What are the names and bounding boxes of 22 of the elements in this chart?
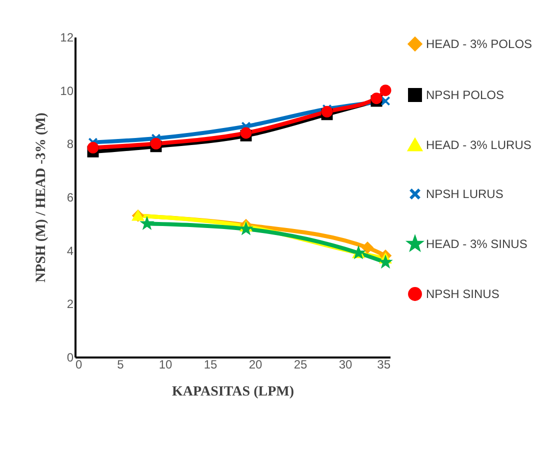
x-tick-label: 35	[377, 358, 391, 372]
x-axis-title: KAPASITAS (LPM)	[172, 384, 294, 400]
legend-label: HEAD - 3% POLOS	[426, 37, 532, 51]
legend-label: NPSH POLOS	[426, 88, 504, 102]
x-tick-label: 0	[76, 358, 82, 372]
x-tick-label: 10	[158, 358, 172, 372]
y-tick-label: 12	[60, 30, 74, 44]
legend-label: NPSH LURUS	[426, 187, 504, 201]
y-axis-title: NPSH (M) / HEAD -3% (M)	[34, 112, 50, 282]
y-tick-label: 4	[66, 244, 74, 258]
y-tick-label: 2	[66, 297, 74, 312]
legend-label: HEAD - 3% SINUS	[426, 237, 528, 251]
y-tick-label: 6	[66, 190, 74, 204]
y-tick-label: 8	[66, 137, 74, 152]
x-tick-label: 30	[338, 358, 352, 372]
x-tick-label: 15	[204, 358, 218, 372]
y-tick-label: 10	[60, 84, 74, 98]
x-tick-label: 20	[248, 358, 262, 372]
legend-label: HEAD - 3% LURUS	[426, 138, 532, 152]
x-tick-label: 25	[294, 358, 308, 372]
x-tick-label: 5	[117, 358, 124, 372]
legend-label: NPSH SINUS	[426, 287, 500, 301]
